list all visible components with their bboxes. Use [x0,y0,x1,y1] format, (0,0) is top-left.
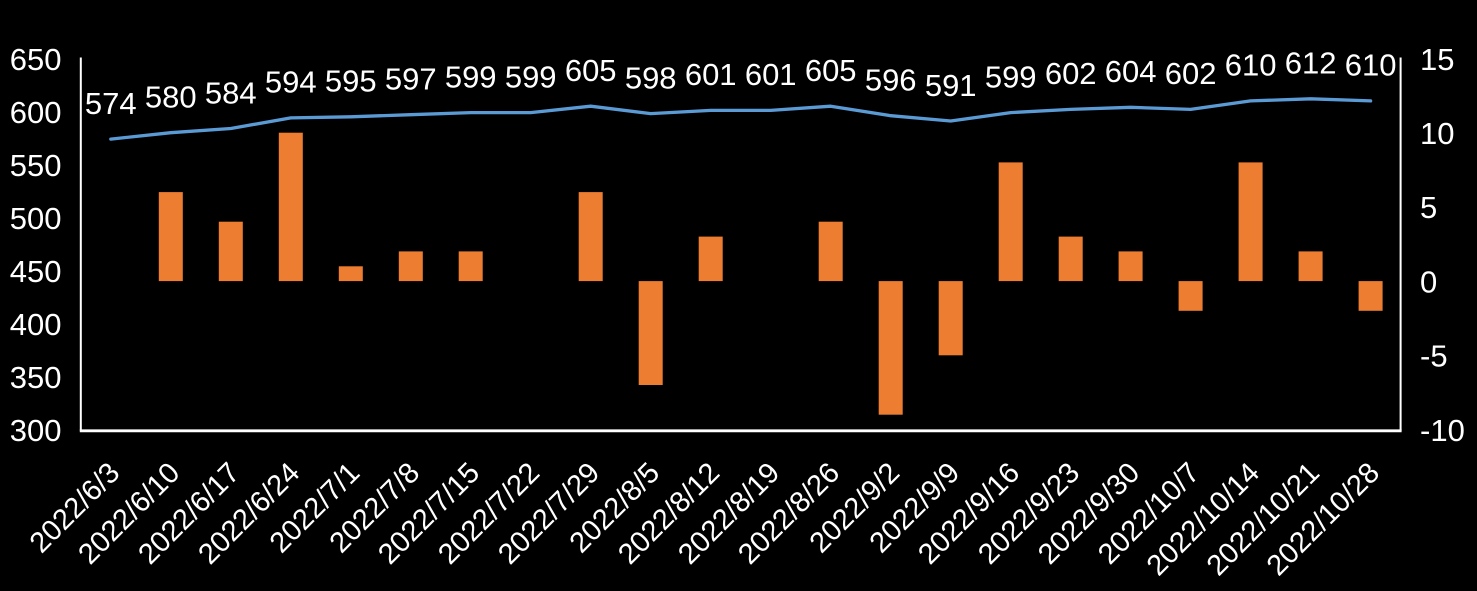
svg-text:580: 580 [145,80,197,115]
svg-text:574: 574 [85,86,137,121]
svg-text:610: 610 [1345,48,1397,83]
svg-text:601: 601 [745,57,797,92]
svg-text:602: 602 [1045,56,1097,91]
svg-text:612: 612 [1285,46,1337,81]
svg-text:594: 594 [265,65,317,100]
svg-text:-5: -5 [1420,339,1448,374]
svg-text:5: 5 [1420,190,1437,225]
svg-text:591: 591 [925,68,977,103]
svg-text:10: 10 [1420,116,1454,151]
svg-text:599: 599 [505,59,557,94]
svg-text:400: 400 [10,307,62,342]
svg-text:599: 599 [445,59,497,94]
svg-text:605: 605 [565,53,617,88]
svg-text:596: 596 [865,63,917,98]
svg-text:650: 650 [10,42,62,77]
svg-text:300: 300 [10,413,62,448]
svg-text:0: 0 [1420,264,1437,299]
svg-text:604: 604 [1105,54,1157,89]
svg-text:350: 350 [10,360,62,395]
svg-text:-10: -10 [1420,413,1465,448]
svg-text:15: 15 [1420,42,1454,77]
svg-text:500: 500 [10,201,62,236]
svg-text:600: 600 [10,95,62,130]
svg-text:602: 602 [1165,56,1217,91]
svg-text:610: 610 [1225,48,1277,83]
svg-text:601: 601 [685,57,737,92]
svg-text:598: 598 [625,60,677,95]
svg-text:450: 450 [10,254,62,289]
svg-text:597: 597 [385,62,437,97]
svg-text:605: 605 [805,53,857,88]
svg-text:550: 550 [10,148,62,183]
svg-text:595: 595 [325,64,377,99]
svg-text:584: 584 [205,75,257,110]
svg-text:599: 599 [985,59,1037,94]
